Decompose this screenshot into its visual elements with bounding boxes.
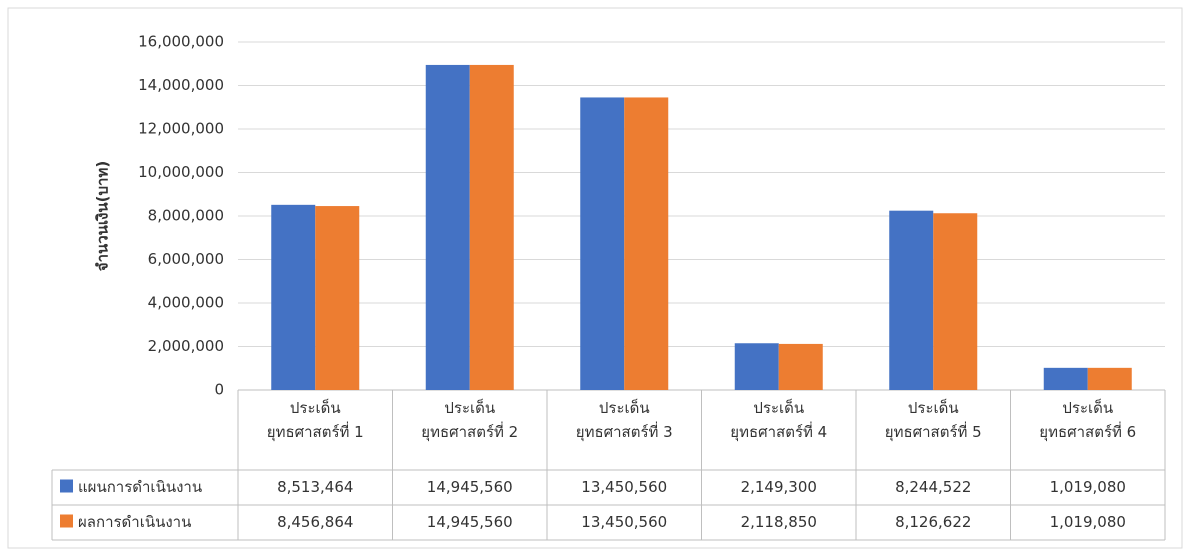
table-cell: 14,945,560 <box>427 513 513 531</box>
legend-key <box>60 479 73 493</box>
y-tick-label: 0 <box>214 381 224 399</box>
table-cell: 2,149,300 <box>741 478 817 496</box>
y-tick-label: 6,000,000 <box>148 250 224 268</box>
table-cell: 2,118,850 <box>741 513 817 531</box>
y-tick-label: 16,000,000 <box>138 33 224 51</box>
table-cell: 13,450,560 <box>581 513 667 531</box>
table-cell: 1,019,080 <box>1050 513 1126 531</box>
x-tick-label: ประเด็น ยุทธศาสตร์ที่ 4 <box>730 399 828 441</box>
bar <box>889 210 934 390</box>
y-tick-label: 4,000,000 <box>148 294 224 312</box>
x-tick-label: ประเด็น ยุทธศาสตร์ที่ 3 <box>575 399 673 441</box>
y-tick-label: 8,000,000 <box>148 207 224 225</box>
bar <box>425 64 470 390</box>
y-tick-label: 14,000,000 <box>138 76 224 94</box>
x-tick-label: ประเด็น ยุทธศาสตร์ที่ 6 <box>1039 399 1137 441</box>
table-cell: 8,456,864 <box>277 513 353 531</box>
legend-key <box>60 514 73 528</box>
y-tick-label: 10,000,000 <box>138 163 224 181</box>
table-cell: 8,126,622 <box>895 513 971 531</box>
x-tick-label: ประเด็น ยุทธศาสตร์ที่ 5 <box>884 399 982 441</box>
table-cell: 14,945,560 <box>427 478 513 496</box>
bar <box>933 213 978 390</box>
bar <box>1087 367 1132 390</box>
bar <box>734 343 779 390</box>
y-tick-label: 2,000,000 <box>148 337 224 355</box>
bar <box>1043 367 1088 390</box>
table-cell: 13,450,560 <box>581 478 667 496</box>
y-tick-label: 12,000,000 <box>138 120 224 138</box>
bar <box>580 97 625 390</box>
bar <box>469 64 514 390</box>
x-tick-label: ประเด็น ยุทธศาสตร์ที่ 2 <box>421 399 519 441</box>
legend-label: แผนการดำเนินงาน <box>78 478 202 496</box>
table-cell: 8,513,464 <box>277 478 353 496</box>
bar <box>624 97 669 390</box>
bar <box>271 204 316 390</box>
bar <box>315 206 360 390</box>
x-tick-label: ประเด็น ยุทธศาสตร์ที่ 1 <box>266 399 364 441</box>
bar <box>778 343 823 390</box>
table-cell: 1,019,080 <box>1050 478 1126 496</box>
table-cell: 8,244,522 <box>895 478 971 496</box>
legend-label: ผลการดำเนินงาน <box>78 513 191 531</box>
y-axis-title: จำนวนเงิน(บาท) <box>94 161 112 271</box>
